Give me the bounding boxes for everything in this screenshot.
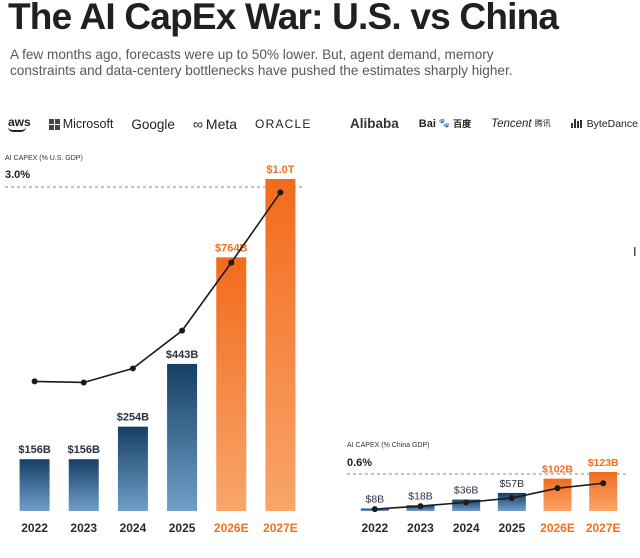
cn-tick-2024: 2024 [453,521,480,535]
us-gdp-point-2025 [179,327,186,334]
us-value-label-2023: $156B [68,444,100,456]
cn-bar-2026E [543,478,572,511]
us-capex-chart: AI CAPEX (% U.S. GDP) 3.0% $156B 2022 $156B 2… [5,155,305,535]
cn-tick-2023: 2023 [407,521,434,535]
us-axis-label: AI CAPEX (% U.S. GDP) [5,155,83,162]
cn-tick-2022: 2022 [361,521,388,535]
logo-alibaba: Alibaba [350,116,399,131]
us-tick-2026E: 2026E [214,521,249,535]
meta-infinity-icon: ∞ [192,116,203,132]
us-bar-2025 [167,363,198,511]
cn-value-label-2022: $8B [365,493,384,505]
us-gdp-point-2023 [80,379,87,386]
cn-tick-2025: 2025 [498,521,525,535]
us-value-label-2026E: $764B [215,242,247,254]
logo-oracle: ORACLE [255,117,312,131]
cn-gdp-point-2027E [600,480,607,487]
cn-gdp-point-2024 [463,499,470,506]
us-gdp-point-2022 [31,378,38,385]
us-bar-2023 [68,459,99,511]
logo-aws: aws [8,116,31,132]
cn-value-label-2027E: $123B [588,457,619,469]
page-subtitle: A few months ago, forecasts were up to 5… [10,47,513,78]
us-tick-2024: 2024 [120,521,147,535]
china-capex-chart: AI CAPEX (% China GDP) 0.6% $8B 2022 $18B 202… [347,442,626,535]
us-value-label-2027E: $1.0T [266,164,294,176]
text-cursor-icon: I [633,244,637,259]
bytedance-icon [570,119,582,128]
cn-value-label-2023: $18B [408,490,433,502]
logo-baidu: Bai 🐾 百度 [418,117,472,130]
us-reference-value: 3.0% [5,169,30,181]
cn-reference-value: 0.6% [347,457,372,469]
cn-bar-2027E [589,472,618,511]
cn-gdp-point-2026E [554,485,561,492]
cn-tick-2027E: 2027E [586,521,621,535]
cn-bar-2025 [497,492,526,511]
cn-gdp-point-2023 [417,503,424,510]
us-gdp-point-2026E [228,259,235,266]
us-tick-2027E: 2027E [263,521,298,535]
us-company-logos: aws Microsoft Google ∞ Meta ORACLE [8,116,312,132]
cn-value-label-2025: $57B [500,478,525,490]
us-gdp-point-2027E [277,189,284,196]
us-tick-2023: 2023 [70,521,97,535]
cn-gdp-point-2025 [508,495,515,502]
logo-meta: ∞ Meta [192,116,238,132]
us-gdp-share-line [34,191,282,384]
cn-tick-2026E: 2026E [540,521,575,535]
us-tick-2022: 2022 [21,521,48,535]
us-value-label-2024: $254B [117,412,149,424]
baidu-paw-icon: 🐾 [438,118,451,128]
us-bar-2026E [216,257,247,511]
cn-gdp-share-line [374,482,604,510]
us-value-label-2022: $156B [18,444,50,456]
us-bar-2027E [265,179,296,511]
cn-value-label-2026E: $102B [542,464,573,476]
cn-axis-label: AI CAPEX (% China GDP) [347,442,429,449]
china-company-logos: Alibaba Bai 🐾 百度 Tencent 腾讯 ByteDance [350,116,638,131]
us-bar-2022 [19,459,50,511]
logo-tencent: Tencent 腾讯 [491,117,551,130]
us-value-label-2025: $443B [166,349,198,361]
cn-value-label-2024: $36B [454,485,479,497]
us-gdp-point-2024 [129,365,136,372]
logo-bytedance: ByteDance [570,118,638,130]
logo-microsoft: Microsoft [48,117,113,131]
logo-google: Google [131,116,175,132]
us-tick-2025: 2025 [169,521,196,535]
cn-gdp-point-2022 [371,506,378,513]
us-bar-2024 [117,426,148,511]
microsoft-icon [48,118,60,130]
page-title: The AI CapEx War: U.S. vs China [8,0,559,37]
